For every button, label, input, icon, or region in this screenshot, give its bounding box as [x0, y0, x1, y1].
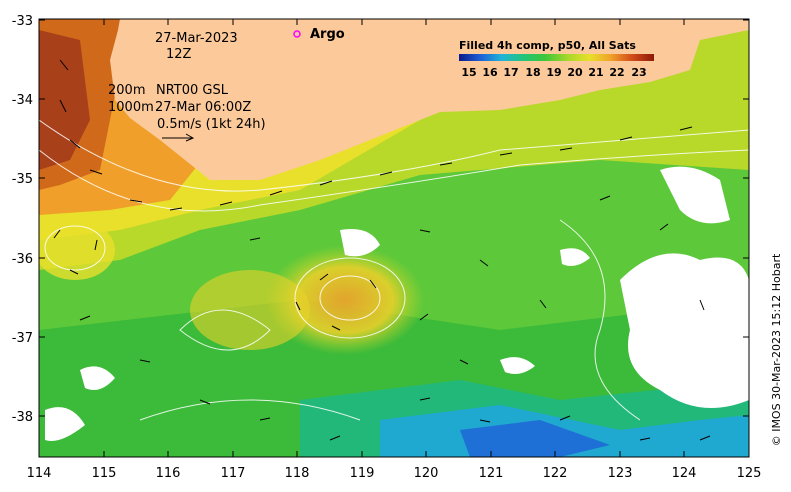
- contour-1000m-label: 1000m: [108, 100, 154, 115]
- lat-tick-33: -33: [12, 14, 33, 29]
- lon-tick-115: 115: [92, 466, 117, 481]
- lon-tick-labels: 114 115 116 117 118 119 120 121 122 123 …: [27, 466, 762, 481]
- product-label: NRT00 GSL: [156, 83, 229, 98]
- sst-field: [39, 19, 749, 457]
- argo-marker: Argo: [293, 27, 345, 42]
- lon-tick-114: 114: [27, 466, 52, 481]
- lat-tick-35: -35: [12, 172, 33, 187]
- legend-value-22: 22: [609, 66, 624, 79]
- lat-tick-38: -38: [12, 410, 33, 425]
- contour-200m-label: 200m: [108, 83, 145, 98]
- lat-tick-34: -34: [12, 93, 33, 108]
- scale-arrow-icon: [162, 133, 195, 142]
- hour-label: 12Z: [166, 47, 192, 62]
- product-time-label: 27-Mar 06:00Z: [155, 100, 251, 115]
- lon-tick-123: 123: [608, 466, 633, 481]
- plot-frame: [38, 18, 750, 458]
- legend-value-17: 17: [503, 66, 518, 79]
- colorbar-legend: Filled 4h comp, p50, All Sats 15 16 17 1…: [459, 39, 654, 79]
- axis-ticks: [38, 19, 750, 457]
- date-label: 27-Mar-2023: [155, 31, 238, 46]
- lon-tick-122: 122: [543, 466, 568, 481]
- legend-title: Filled 4h comp, p50, All Sats: [459, 39, 636, 52]
- argo-circle-icon: [293, 30, 301, 38]
- lon-tick-121: 121: [479, 466, 504, 481]
- legend-value-18: 18: [525, 66, 540, 79]
- colorbar: [459, 54, 654, 61]
- argo-label: Argo: [310, 27, 345, 42]
- arrow-scale-label: 0.5m/s (1kt 24h): [157, 117, 266, 132]
- legend-value-23: 23: [631, 66, 646, 79]
- lat-tick-labels: -33 -34 -35 -36 -37 -38: [12, 14, 33, 425]
- legend-value-21: 21: [588, 66, 603, 79]
- legend-value-19: 19: [546, 66, 561, 79]
- lon-tick-117: 117: [221, 466, 246, 481]
- lat-tick-36: -36: [12, 252, 33, 267]
- lon-tick-124: 124: [672, 466, 697, 481]
- lon-tick-118: 118: [285, 466, 310, 481]
- lon-tick-120: 120: [414, 466, 439, 481]
- map-annotations: 27-Mar-2023 12Z 200m NRT00 GSL 1000m 27-…: [108, 31, 266, 142]
- lon-tick-116: 116: [156, 466, 181, 481]
- legend-value-20: 20: [567, 66, 583, 79]
- legend-value-16: 16: [482, 66, 498, 79]
- lon-tick-125: 125: [737, 466, 762, 481]
- legend-value-15: 15: [461, 66, 476, 79]
- credit-label: © IMOS 30-Mar-2023 15:12 Hobart: [770, 253, 783, 446]
- lat-tick-37: -37: [12, 331, 33, 346]
- lon-tick-119: 119: [350, 466, 375, 481]
